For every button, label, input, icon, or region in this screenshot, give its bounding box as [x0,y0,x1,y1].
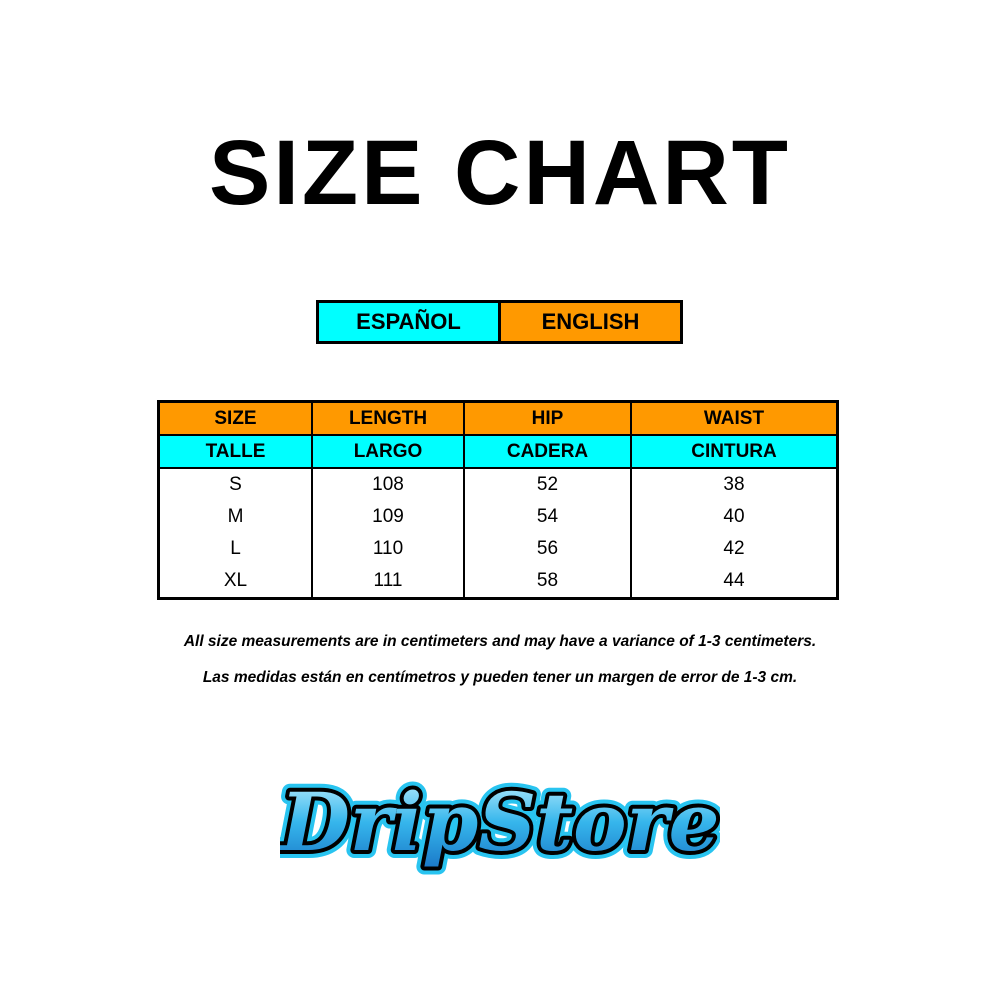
header-cell: LARGO [311,435,464,469]
header-cell: WAIST [630,401,838,436]
cell: 54 [463,501,631,533]
cell: 42 [630,533,838,565]
cell: 38 [630,468,838,501]
table-row: L 110 56 42 [159,533,838,565]
table-row: M 109 54 40 [159,501,838,533]
cell: L [230,538,241,559]
cell: 56 [463,533,631,565]
cell: 52 [463,468,631,501]
language-legend: ESPAÑOL ENGLISH [316,300,683,344]
cell: 108 [311,468,464,501]
logo-glow: DripStore [280,775,719,869]
cell: 109 [311,501,464,533]
header-cell: HIP [463,401,631,436]
header-cell: LENGTH [311,401,464,436]
header-row-english: SIZE LENGTH HIP WAIST [158,401,838,436]
cell: 58 [463,565,631,599]
cell: 40 [630,501,838,533]
cell: S [229,474,242,495]
page-title: SIZE CHART [209,122,791,224]
cell: XL [223,570,248,591]
header-cell: CADERA [463,435,631,469]
table-row: XL 111 58 44 [159,565,838,599]
header-cell: TALLE [158,435,312,469]
size-table: SIZE LENGTH HIP WAIST TALLE LARGO CADERA… [157,400,839,600]
table-row: S 108 52 38 [159,468,838,501]
dripstore-logo: DripStore DripStore DripStore [280,767,720,877]
header-row-spanish: TALLE LARGO CADERA CINTURA [158,435,838,469]
cell: M [227,506,244,527]
logo-outline: DripStore [280,775,719,869]
legend-spanish: ESPAÑOL [319,303,501,341]
cell: 110 [311,533,464,565]
legend-english: ENGLISH [501,303,680,341]
header-cell: CINTURA [630,435,838,469]
header-cell: SIZE [158,401,312,436]
logo-text: DripStore [280,775,719,869]
note-english: All size measurements are in centimeters… [183,633,817,650]
cell: 44 [630,565,838,599]
cell: 111 [311,565,464,599]
note-spanish: Las medidas están en centímetros y puede… [202,669,798,686]
